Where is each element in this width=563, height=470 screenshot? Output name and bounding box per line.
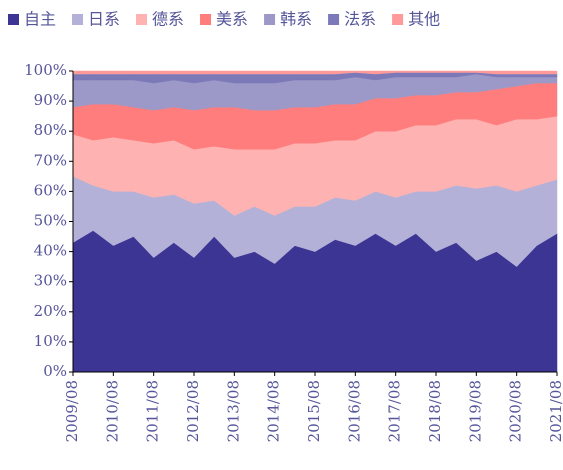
x-tick-label: 2016/08 — [345, 380, 363, 442]
legend-swatch — [392, 14, 404, 25]
legend-swatch — [72, 14, 84, 25]
x-tick-label: 2020/08 — [507, 380, 525, 442]
y-tick-label: 100% — [24, 61, 67, 79]
legend-swatch — [8, 14, 19, 25]
legend-label: 德系 — [152, 10, 184, 29]
legend-swatch — [264, 14, 276, 25]
legend-swatch — [200, 14, 212, 25]
x-tick-label: 2010/08 — [103, 380, 121, 442]
y-tick-label: 0% — [43, 362, 67, 380]
x-tick-label: 2021/08 — [547, 380, 563, 442]
legend-label: 美系 — [216, 10, 248, 29]
x-tick-label: 2018/08 — [426, 380, 444, 442]
y-tick-label: 20% — [34, 302, 67, 320]
y-tick-label: 90% — [34, 91, 67, 109]
y-tick-label: 40% — [34, 242, 67, 260]
x-tick-label: 2017/08 — [386, 380, 404, 442]
x-tick-label: 2015/08 — [305, 380, 323, 442]
legend-label: 法系 — [344, 10, 376, 29]
x-tick-label: 2011/08 — [144, 380, 162, 442]
legend-label: 自主 — [24, 10, 56, 29]
y-tick-label: 50% — [34, 212, 67, 230]
legend-swatch — [136, 14, 148, 25]
legend-swatch — [328, 14, 340, 25]
x-tick-label: 2013/08 — [224, 380, 242, 442]
y-tick-label: 10% — [34, 332, 67, 350]
area — [72, 70, 558, 75]
x-tick-label: 2012/08 — [184, 380, 202, 442]
y-tick-label: 70% — [34, 151, 67, 169]
legend-label: 其他 — [408, 10, 440, 29]
x-tick-label: 2019/08 — [466, 380, 484, 442]
x-tick-label: 2009/08 — [63, 380, 81, 442]
y-tick-label: 80% — [34, 121, 67, 139]
x-tick-label: 2014/08 — [265, 380, 283, 442]
legend-label: 日系 — [88, 10, 120, 29]
y-tick-label: 60% — [34, 181, 67, 199]
y-tick-label: 30% — [34, 272, 67, 290]
legend-label: 韩系 — [280, 10, 312, 29]
